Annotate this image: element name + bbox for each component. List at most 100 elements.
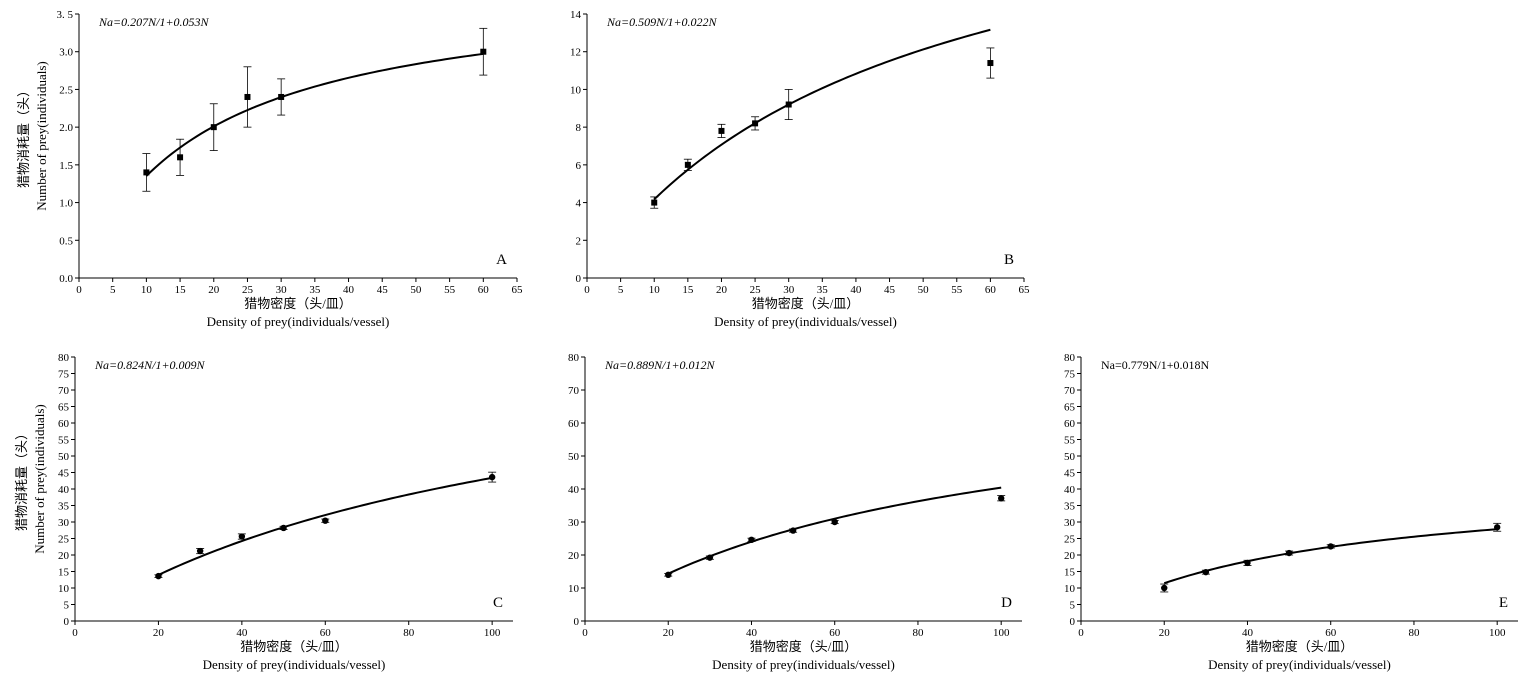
y-tick-label: 40 bbox=[58, 484, 70, 496]
y-tick-label: 0.0 bbox=[59, 273, 73, 285]
x-tick-label: 35 bbox=[817, 284, 829, 296]
y-tick-label: 55 bbox=[1064, 435, 1076, 447]
x-tick-label: 20 bbox=[663, 627, 675, 639]
y-tick-label: 30 bbox=[58, 517, 70, 529]
x-tick-label: 60 bbox=[320, 627, 332, 639]
data-point bbox=[480, 48, 487, 55]
x-tick-label: 60 bbox=[985, 284, 997, 296]
data-point bbox=[785, 101, 792, 108]
y-tick-label: 25 bbox=[58, 534, 70, 546]
data-point bbox=[244, 93, 251, 100]
x-tick-label: 25 bbox=[750, 284, 762, 296]
panel-label: A bbox=[496, 252, 507, 268]
x-tick-label: 55 bbox=[951, 284, 963, 296]
data-point bbox=[789, 527, 797, 534]
y-tick-label: 70 bbox=[1064, 385, 1076, 397]
x-tick-label: 45 bbox=[377, 284, 389, 296]
data-point bbox=[210, 124, 217, 131]
x-axis-label-en: Density of prey(individuals/vessel) bbox=[203, 657, 386, 672]
panel-e: 0 20 40 60 80 100 0 5 10 15 20 25 30 35 40 45 50 55 60 65 70… bbox=[1064, 352, 1518, 672]
y-tick-label: 80 bbox=[568, 352, 580, 364]
x-tick-label: 60 bbox=[829, 627, 841, 639]
y-tick-label: 3.0 bbox=[59, 47, 73, 59]
panel-label: E bbox=[1499, 595, 1508, 611]
data-point bbox=[488, 473, 496, 481]
data-point bbox=[1493, 524, 1501, 531]
x-tick-label: 5 bbox=[618, 284, 624, 296]
data-point bbox=[1244, 559, 1251, 567]
x-tick-label: 20 bbox=[716, 284, 728, 296]
x-tick-label: 100 bbox=[993, 627, 1010, 639]
x-tick-label: 40 bbox=[746, 627, 758, 639]
y-tick-label: 1.5 bbox=[59, 160, 73, 172]
y-tick-label: 75 bbox=[1064, 369, 1076, 381]
x-tick-label: 10 bbox=[649, 284, 661, 296]
x-axis-label-cn: 猎物密度（头/皿） bbox=[240, 639, 348, 654]
x-tick-label: 20 bbox=[208, 284, 220, 296]
y-tick-label: 2 bbox=[576, 235, 582, 247]
x-tick-label: 0 bbox=[584, 284, 590, 296]
y-tick-label: 60 bbox=[1064, 418, 1076, 430]
data-point bbox=[280, 524, 287, 532]
data-point bbox=[155, 572, 162, 580]
y-tick-label: 10 bbox=[570, 84, 582, 96]
x-tick-label: 0 bbox=[1078, 627, 1084, 639]
y-tick-label: 4 bbox=[576, 198, 582, 210]
panel-label: B bbox=[1004, 252, 1014, 268]
x-tick-label: 10 bbox=[141, 284, 153, 296]
data-point bbox=[665, 571, 672, 578]
y-tick-label: 65 bbox=[1064, 402, 1076, 414]
x-tick-label: 65 bbox=[512, 284, 524, 296]
y-tick-label: 10 bbox=[568, 583, 580, 595]
fit-equation: Na=0.509N/1+0.022N bbox=[606, 15, 718, 29]
x-tick-label: 80 bbox=[403, 627, 415, 639]
data-point bbox=[748, 536, 755, 544]
x-tick-label: 40 bbox=[850, 284, 862, 296]
data-point bbox=[1161, 584, 1168, 592]
fit-curve bbox=[1163, 528, 1498, 585]
x-tick-label: 35 bbox=[309, 284, 321, 296]
x-tick-label: 100 bbox=[1489, 627, 1506, 639]
data-point bbox=[1285, 549, 1293, 557]
fit-curve bbox=[667, 486, 1002, 575]
x-tick-label: 0 bbox=[582, 627, 588, 639]
y-tick-label: 45 bbox=[1064, 468, 1076, 480]
x-tick-label: 30 bbox=[783, 284, 795, 296]
x-tick-label: 80 bbox=[1408, 627, 1420, 639]
x-tick-label: 65 bbox=[1019, 284, 1031, 296]
y-tick-label: 10 bbox=[1064, 583, 1076, 595]
data-point bbox=[997, 495, 1005, 502]
data-point bbox=[831, 518, 838, 526]
y-tick-label: 14 bbox=[570, 9, 582, 21]
x-tick-label: 30 bbox=[276, 284, 288, 296]
data-point bbox=[706, 554, 714, 561]
fit-equation: Na=0.889N/1+0.012N bbox=[604, 358, 716, 372]
y-tick-label: 2.0 bbox=[59, 122, 73, 134]
y-tick-label: 60 bbox=[568, 418, 580, 430]
y-axis-label-en: Number of prey(individuals) bbox=[32, 404, 47, 553]
y-axis-label-cn: 猎物消耗量（头） bbox=[14, 427, 29, 531]
fit-equation: Na=0.207N/1+0.053N bbox=[98, 15, 210, 29]
x-tick-label: 80 bbox=[912, 627, 924, 639]
panel-d: 0 20 40 60 80 100 0 10 20 30 40 50 60 70 80 猎物密度（头/皿） De… bbox=[568, 352, 1022, 672]
y-axis-label-cn: 猎物消耗量（头） bbox=[16, 84, 31, 188]
data-point bbox=[143, 169, 150, 176]
data-point bbox=[278, 93, 285, 100]
data-point bbox=[1327, 543, 1334, 550]
x-tick-label: 40 bbox=[343, 284, 355, 296]
y-tick-label: 35 bbox=[58, 501, 70, 513]
data-point bbox=[322, 517, 329, 524]
data-point bbox=[1202, 568, 1210, 576]
x-tick-label: 50 bbox=[918, 284, 930, 296]
y-tick-label: 6 bbox=[576, 160, 582, 172]
fit-curve bbox=[158, 476, 493, 576]
x-tick-label: 60 bbox=[478, 284, 490, 296]
y-tick-label: 30 bbox=[568, 517, 580, 529]
data-point bbox=[196, 547, 204, 555]
panel-label: D bbox=[1001, 595, 1012, 611]
x-axis-label-cn: 猎物密度（头/皿） bbox=[750, 639, 858, 654]
y-tick-label: 75 bbox=[58, 369, 70, 381]
x-tick-label: 25 bbox=[242, 284, 254, 296]
y-tick-label: 50 bbox=[568, 451, 580, 463]
data-point bbox=[238, 533, 246, 540]
